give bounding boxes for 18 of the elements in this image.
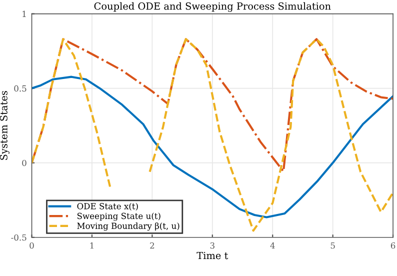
y-tick-label: 0.5 bbox=[14, 85, 26, 92]
line-series bbox=[32, 38, 394, 172]
y-tick-label: 0 bbox=[22, 160, 26, 166]
x-tick-label: 4 bbox=[270, 242, 275, 249]
y-axis-title: System States bbox=[0, 91, 10, 160]
chart-title: Coupled ODE and Sweeping Process Simulation bbox=[94, 2, 331, 12]
y-tick-label: 1 bbox=[22, 10, 26, 17]
legend-label: Sweeping State u(t) bbox=[77, 212, 160, 221]
x-tick-label: 6 bbox=[390, 242, 396, 249]
x-tick-label: 1 bbox=[90, 242, 94, 249]
x-tick-label: 2 bbox=[150, 242, 154, 249]
legend-label: ODE State x(t) bbox=[77, 202, 138, 211]
x-tick-label: 3 bbox=[210, 242, 214, 249]
x-axis-title: Time t bbox=[196, 252, 228, 260]
x-tick-label: 0 bbox=[30, 242, 34, 249]
legend-label: Moving Boundary β(t, u) bbox=[77, 222, 180, 231]
x-tick-label: 5 bbox=[330, 242, 335, 249]
y-tick-label: -0.5 bbox=[11, 234, 26, 241]
